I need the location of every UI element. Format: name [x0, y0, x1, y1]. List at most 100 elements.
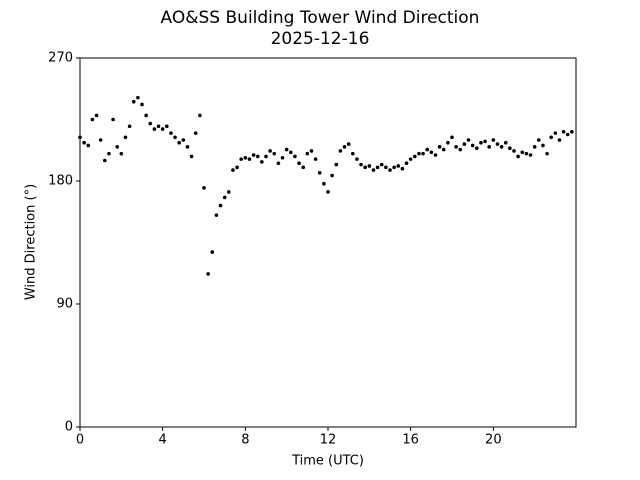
point [532, 145, 537, 149]
point [524, 151, 529, 156]
point [446, 140, 450, 145]
point [561, 130, 566, 134]
point [479, 140, 483, 145]
point [309, 149, 314, 153]
point [458, 147, 463, 152]
point [470, 143, 475, 148]
point [545, 151, 549, 156]
point [317, 171, 322, 175]
point [483, 139, 487, 144]
point [152, 127, 157, 131]
point [140, 102, 144, 107]
point [103, 158, 107, 163]
y-tick-label: 0 [65, 420, 73, 435]
point [235, 165, 239, 170]
point [144, 113, 148, 118]
x-tick-label: 4 [159, 433, 167, 448]
point [537, 138, 541, 142]
x-tick-label: 20 [485, 433, 502, 448]
x-tick-label: 8 [241, 433, 249, 448]
point [173, 135, 177, 140]
point [396, 164, 401, 168]
point [297, 161, 301, 166]
y-axis-label: Wind Direction (°) [24, 184, 39, 300]
point [160, 127, 165, 131]
point [520, 150, 525, 155]
point [169, 131, 173, 135]
point [322, 181, 326, 186]
point [375, 165, 380, 170]
point [450, 135, 454, 140]
point [355, 157, 359, 161]
point [119, 151, 124, 156]
point [570, 130, 574, 134]
point [384, 165, 388, 170]
point [189, 154, 194, 159]
point [227, 190, 231, 194]
point [371, 168, 376, 172]
point [301, 165, 306, 170]
point [528, 153, 533, 157]
point [499, 145, 504, 149]
point [90, 117, 95, 122]
point [503, 140, 508, 145]
point [260, 160, 264, 164]
point [177, 140, 181, 145]
point [111, 117, 115, 122]
point [487, 145, 492, 149]
point [115, 145, 119, 149]
point [123, 135, 128, 140]
point [495, 142, 500, 146]
point [305, 151, 310, 156]
point [289, 150, 293, 155]
plot-frame [79, 57, 577, 428]
point [293, 154, 297, 159]
point [433, 153, 438, 157]
point [239, 157, 243, 161]
point [359, 162, 363, 167]
point [284, 147, 289, 152]
point [210, 250, 215, 254]
point [136, 95, 140, 100]
point [413, 154, 417, 159]
point [255, 154, 260, 159]
point [326, 190, 330, 194]
point [429, 150, 434, 155]
point [181, 138, 186, 142]
point [131, 99, 136, 104]
point [367, 164, 372, 168]
point [206, 272, 210, 276]
x-tick-label: 12 [320, 433, 337, 448]
point [437, 145, 442, 149]
point [549, 135, 553, 140]
point [404, 161, 409, 166]
point [516, 154, 520, 159]
point [251, 153, 256, 157]
point [417, 151, 421, 156]
point [247, 157, 252, 161]
point [462, 142, 467, 146]
point [342, 145, 347, 149]
point [127, 124, 132, 129]
point [379, 162, 384, 167]
point [198, 113, 202, 118]
point [351, 151, 355, 156]
point [508, 146, 512, 150]
point [541, 143, 545, 148]
x-axis-label: Time (UTC) [291, 454, 364, 469]
point [94, 113, 99, 118]
point [491, 138, 496, 142]
point [392, 165, 396, 170]
point [280, 155, 285, 160]
point [334, 162, 339, 167]
point [107, 151, 111, 156]
y-tick-label: 270 [48, 51, 73, 66]
point [454, 145, 458, 149]
point [214, 213, 219, 217]
point [156, 124, 161, 129]
point [330, 173, 334, 178]
point [512, 149, 516, 153]
x-tick-label: 0 [76, 433, 84, 448]
chart-subtitle: 2025-12-16 [271, 29, 370, 49]
point [86, 143, 91, 148]
